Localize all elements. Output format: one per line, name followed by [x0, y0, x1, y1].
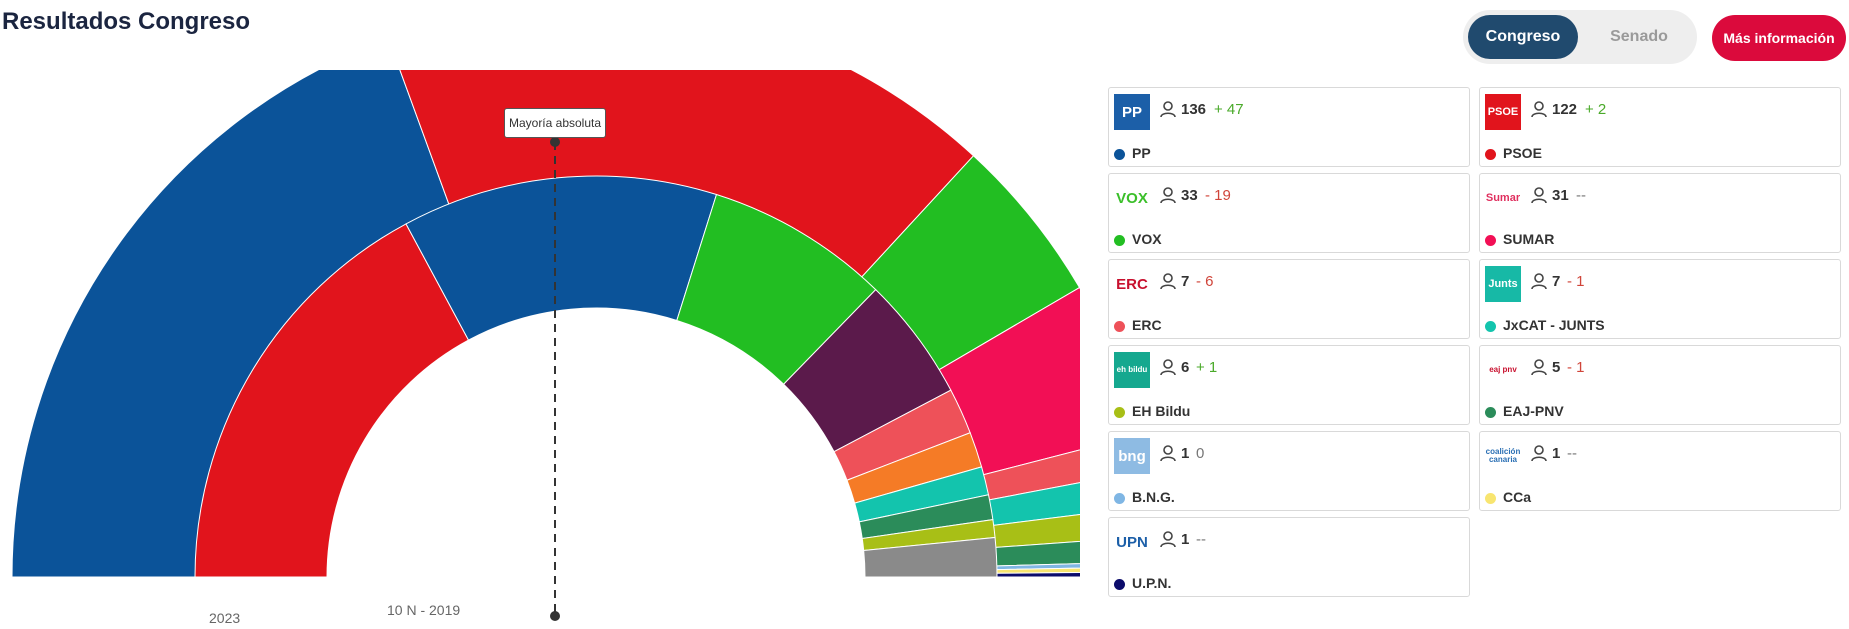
ehbildu-logo-icon: eh bildu — [1114, 352, 1150, 388]
party-card[interactable]: Junts 7 - 1 JxCAT - JUNTS — [1479, 259, 1841, 339]
party-name: ERC — [1132, 317, 1162, 333]
seat-change: - 6 — [1196, 273, 1214, 290]
cc-logo-icon: coalición canaria — [1485, 438, 1521, 474]
person-icon — [1531, 101, 1547, 118]
seat-count: 5 — [1552, 359, 1561, 376]
seat-count: 33 — [1181, 187, 1198, 204]
upn-logo-icon: UPN — [1114, 524, 1150, 560]
party-color-dot — [1114, 321, 1125, 332]
party-card[interactable]: Sumar 31 -- SUMAR — [1479, 173, 1841, 253]
party-card[interactable]: eh bildu 6 + 1 EH Bildu — [1108, 345, 1470, 425]
party-name: JxCAT - JUNTS — [1503, 317, 1605, 333]
seat-change: -- — [1567, 445, 1577, 462]
seat-count: 136 — [1181, 101, 1207, 118]
hemicycle-chart: Mayoría absoluta 2023 10 N - 2019 — [0, 70, 1080, 629]
party-color-dot — [1114, 579, 1125, 590]
person-icon — [1160, 445, 1176, 462]
seat-change: + 47 — [1214, 101, 1244, 118]
person-icon — [1531, 445, 1547, 462]
person-icon — [1160, 101, 1176, 118]
party-name: VOX — [1132, 231, 1162, 247]
seat-count: 1 — [1181, 531, 1190, 548]
tab-congreso[interactable]: Congreso — [1468, 15, 1578, 59]
person-icon — [1160, 531, 1176, 548]
hemicycle-svg — [11, 70, 1080, 621]
party-name: PSOE — [1503, 145, 1542, 161]
party-name: EAJ-PNV — [1503, 403, 1564, 419]
person-icon — [1160, 273, 1176, 290]
vox-logo-icon: VOX — [1114, 180, 1150, 216]
party-name: B.N.G. — [1132, 489, 1175, 505]
person-icon — [1160, 187, 1176, 204]
pnv-logo-icon: eaj pnv — [1485, 352, 1521, 388]
seat-count: 7 — [1181, 273, 1190, 290]
party-color-dot — [1485, 235, 1496, 246]
chamber-switch[interactable]: Congreso Senado — [1463, 10, 1697, 64]
inner-ring-label: 10 N - 2019 — [387, 602, 461, 618]
party-color-dot — [1114, 149, 1125, 160]
seat-count: 122 — [1552, 101, 1578, 118]
seat-change: -- — [1196, 531, 1206, 548]
party-color-dot — [1114, 407, 1125, 418]
inner-segment-otros[interactable] — [863, 536, 998, 578]
person-icon — [1531, 187, 1547, 204]
party-color-dot — [1114, 235, 1125, 246]
seat-change: - 19 — [1205, 187, 1231, 204]
outer-ring-label: 2023 — [209, 610, 241, 626]
seat-change: + 2 — [1585, 101, 1607, 118]
party-color-dot — [1485, 321, 1496, 332]
seat-count: 6 — [1181, 359, 1190, 376]
person-icon — [1531, 359, 1547, 376]
seat-change: - 1 — [1567, 359, 1585, 376]
seat-change: 0 — [1196, 445, 1205, 462]
sumar-logo-icon: Sumar — [1485, 180, 1521, 216]
person-icon — [1531, 273, 1547, 290]
party-card[interactable]: eaj pnv 5 - 1 EAJ-PNV — [1479, 345, 1841, 425]
party-card[interactable]: VOX 33 - 19 VOX — [1108, 173, 1470, 253]
seat-change: - 1 — [1567, 273, 1585, 290]
party-color-dot — [1485, 493, 1496, 504]
party-name: CCa — [1503, 489, 1532, 505]
majority-tooltip: Mayoría absoluta — [504, 108, 606, 138]
seat-count: 1 — [1181, 445, 1190, 462]
party-name: EH Bildu — [1132, 403, 1191, 419]
party-card[interactable]: UPN 1 -- U.P.N. — [1108, 517, 1470, 597]
seat-change: -- — [1576, 187, 1586, 204]
seat-count: 7 — [1552, 273, 1561, 290]
party-card[interactable]: ERC 7 - 6 ERC — [1108, 259, 1470, 339]
party-card[interactable]: PP 136 + 47 PP — [1108, 87, 1470, 167]
party-card[interactable]: coalición canaria 1 -- CCa — [1479, 431, 1841, 511]
party-card[interactable]: PSOE 122 + 2 PSOE — [1479, 87, 1841, 167]
party-card[interactable]: bng 1 0 B.N.G. — [1108, 431, 1470, 511]
pp-logo-icon: PP — [1114, 94, 1150, 130]
seat-count: 31 — [1552, 187, 1569, 204]
party-name: U.P.N. — [1132, 575, 1172, 591]
party-color-dot — [1114, 493, 1125, 504]
seat-count: 1 — [1552, 445, 1561, 462]
party-color-dot — [1485, 407, 1496, 418]
majority-line-top-dot — [550, 137, 560, 147]
party-name: PP — [1132, 145, 1151, 161]
more-info-button[interactable]: Más información — [1712, 15, 1846, 61]
seat-change: + 1 — [1196, 359, 1218, 376]
bng-logo-icon: bng — [1114, 438, 1150, 474]
party-name: SUMAR — [1503, 231, 1555, 247]
psoe-logo-icon: PSOE — [1485, 94, 1521, 130]
majority-line-bottom-dot — [550, 611, 560, 621]
tab-senado[interactable]: Senado — [1610, 28, 1668, 45]
junts-logo-icon: Junts — [1485, 266, 1521, 302]
page-title: Resultados Congreso — [2, 8, 251, 35]
erc-logo-icon: ERC — [1114, 266, 1150, 302]
person-icon — [1160, 359, 1176, 376]
party-color-dot — [1485, 149, 1496, 160]
